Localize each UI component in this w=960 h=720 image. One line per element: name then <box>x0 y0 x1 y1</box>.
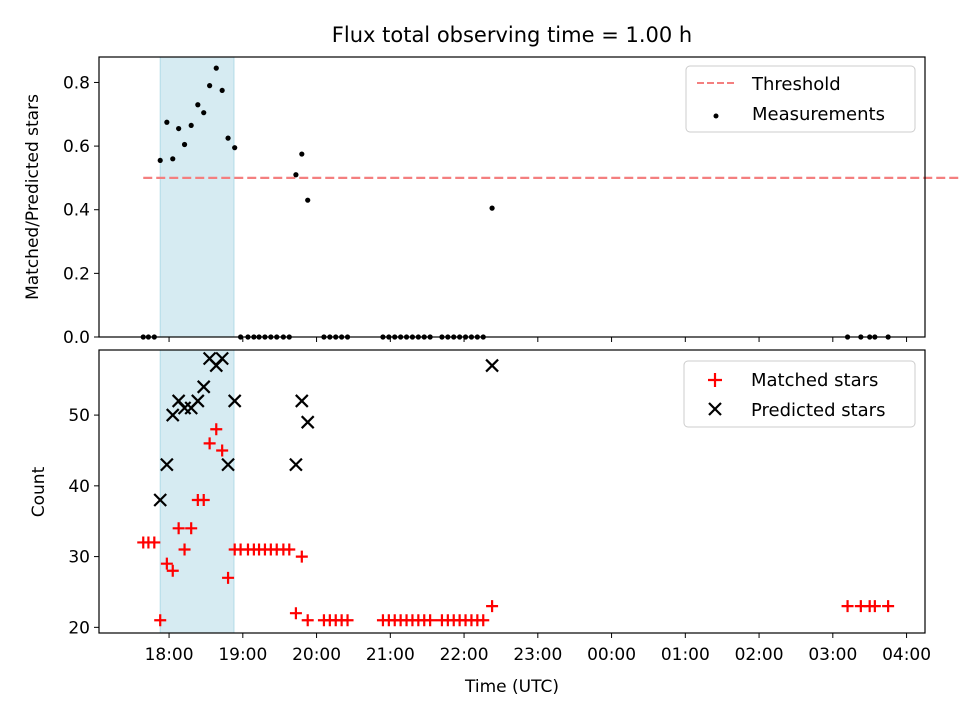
matched-stars-point <box>185 522 198 535</box>
measurement-point <box>201 110 207 116</box>
top-chart-title: Flux total observing time = 1.00 h <box>332 23 692 47</box>
matched-stars-point <box>154 614 167 627</box>
bottom-y-axis: 20 30 40 50 <box>68 406 99 638</box>
x-tick-label: 04:00 <box>882 645 931 665</box>
legend-threshold-label: Threshold <box>751 74 841 95</box>
bottom-axes-frame <box>98 349 926 634</box>
measurement-point <box>305 197 311 203</box>
bottom-shaded-interval <box>159 349 235 634</box>
top-legend: Threshold Measurements <box>685 65 916 133</box>
matched-stars-point <box>841 600 854 613</box>
bottom-legend-box <box>683 360 916 428</box>
top-shaded-interval <box>159 56 235 338</box>
measurement-point <box>232 145 238 151</box>
top-y-tick-label: 0.8 <box>63 73 90 93</box>
measurement-point <box>195 102 201 108</box>
matched-stars-point <box>424 614 437 627</box>
bottom-legend: Matched stars Predicted stars <box>683 360 916 428</box>
predicted-stars-point <box>295 394 309 408</box>
measurement-point <box>164 119 170 125</box>
x-tick-label: 01:00 <box>661 645 710 665</box>
matched-stars-point <box>341 614 354 627</box>
measurement-point <box>170 156 176 162</box>
measurement-point <box>157 157 163 164</box>
measurement-point <box>293 172 299 178</box>
predicted-stars-point <box>165 408 180 422</box>
matched-stars-point <box>301 614 314 627</box>
predicted-stars-point <box>227 394 242 408</box>
predicted-stars-point <box>289 457 303 472</box>
top-shaded-region-layer <box>159 56 235 338</box>
legend-predicted-x-icon <box>708 402 722 416</box>
x-tick-label: 22:00 <box>440 645 489 665</box>
measurement-point <box>207 83 213 89</box>
top-y-tick-label: 0.0 <box>63 328 90 348</box>
top-y-axis: 0.0 0.2 0.4 0.6 0.8 <box>63 73 99 348</box>
bottom-y-axis-label: Count <box>29 466 49 517</box>
matched-stars-point <box>178 543 191 556</box>
predicted-stars-point <box>153 493 167 507</box>
predicted-stars-point <box>485 358 499 373</box>
top-y-tick-label: 0.6 <box>63 137 90 157</box>
bottom-y-tick-label: 50 <box>68 406 90 426</box>
top-y-tick-label: 0.4 <box>63 201 90 221</box>
matched-stars-point <box>477 614 490 627</box>
matched-stars-point <box>289 607 302 620</box>
x-axis-label: Time (UTC) <box>464 677 559 697</box>
bottom-y-tick-label: 40 <box>68 477 90 497</box>
legend-measurements-dot-icon <box>713 113 719 119</box>
measurement-point <box>213 65 219 71</box>
bottom-x-axis: 18:00 19:00 20:00 21:00 22:00 23:00 00:00 01:00… <box>145 633 931 665</box>
top-x-axis-ticks <box>168 337 908 342</box>
matched-stars-point <box>210 423 223 436</box>
bottom-shaded-region-layer <box>159 349 235 634</box>
x-tick-label: 21:00 <box>366 645 415 665</box>
top-axes-frame <box>98 56 926 338</box>
x-tick-label: 23:00 <box>513 645 562 665</box>
legend-matched-plus-icon <box>708 373 722 387</box>
legend-measurements-label: Measurements <box>752 104 885 125</box>
matched-stars-point <box>486 600 499 613</box>
predicted-stars-point <box>300 415 315 429</box>
matched-stars-point <box>197 493 210 506</box>
matched-stars-point <box>166 564 179 577</box>
x-tick-label: 18:00 <box>145 645 194 665</box>
top-legend-box <box>685 65 916 133</box>
measurement-point <box>299 151 305 157</box>
measurement-point <box>181 141 188 148</box>
matched-stars-point <box>295 550 308 563</box>
x-tick-label: 02:00 <box>735 645 784 665</box>
predicted-stars-point <box>191 394 205 408</box>
legend-matched-label: Matched stars <box>751 370 878 391</box>
measurement-point <box>219 87 225 94</box>
legend-predicted-label: Predicted stars <box>751 400 885 421</box>
matched-stars-point <box>148 536 161 549</box>
matched-stars-point <box>882 600 895 613</box>
x-tick-label: 19:00 <box>218 645 267 665</box>
top-y-tick-label: 0.2 <box>63 264 90 284</box>
measurement-point <box>489 205 495 211</box>
matched-stars-point <box>283 543 296 556</box>
matched-stars-point <box>172 522 185 535</box>
bottom-y-tick-label: 30 <box>68 548 90 568</box>
matched-stars-point <box>203 437 216 450</box>
top-y-axis-label: Matched/Predicted stars <box>23 94 43 300</box>
x-tick-label: 20:00 <box>292 645 341 665</box>
matched-stars-point <box>222 571 235 584</box>
predicted-stars-point <box>160 457 174 472</box>
x-tick-label: 00:00 <box>587 645 636 665</box>
measurement-point <box>225 135 231 141</box>
x-tick-label: 03:00 <box>808 645 857 665</box>
measurement-point <box>188 122 194 129</box>
predicted-stars-point <box>196 380 211 394</box>
matched-stars-point <box>868 600 881 613</box>
bottom-data-layer <box>137 351 895 627</box>
matched-stars-point <box>216 444 229 457</box>
predicted-stars-point <box>221 457 235 472</box>
predicted-stars-point <box>215 351 229 366</box>
measurement-point <box>176 125 182 132</box>
bottom-y-tick-label: 20 <box>68 618 90 638</box>
matched-stars-point <box>160 557 173 570</box>
